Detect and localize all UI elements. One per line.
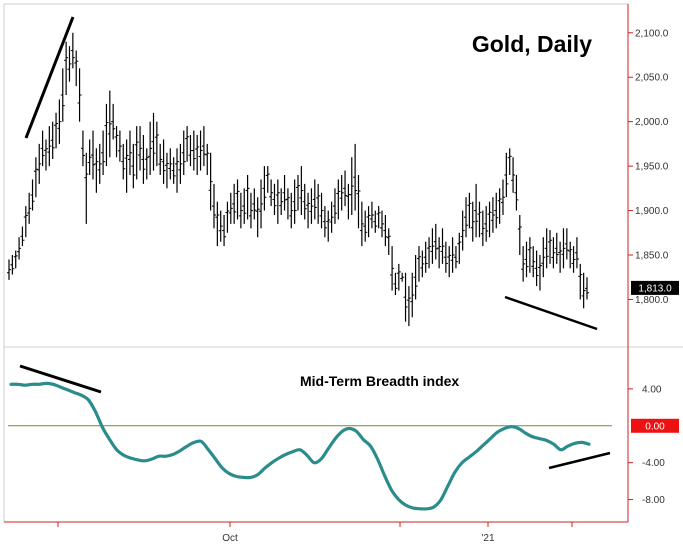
zero-badge-bg <box>631 418 679 433</box>
breadth-tick-label: -8.00 <box>642 495 665 506</box>
price-tick-label: 2,000.0 <box>635 117 669 128</box>
breadth-series-line <box>9 381 591 511</box>
x-tick-label-21: '21 <box>481 533 494 544</box>
price-tick-label: 2,100.0 <box>635 28 669 39</box>
price-tick-label: 1,800.0 <box>635 295 669 306</box>
trendline-breadth-lows <box>548 451 611 470</box>
breadth-tick-label: 4.00 <box>642 384 662 395</box>
trendline-rally-top <box>24 16 75 139</box>
last-price-label: 1,813.0 <box>638 283 672 294</box>
breadth-axis-ticks: -8.00 -4.00 4.00 <box>628 384 665 506</box>
x-tick-label-oct: Oct <box>222 533 238 544</box>
zero-badge: 0.00 <box>631 418 679 433</box>
price-tick-label: 1,900.0 <box>635 206 669 217</box>
price-tick-label: 1,850.0 <box>635 251 669 262</box>
price-tick-label: 2,050.0 <box>635 73 669 84</box>
price-chart-title: Gold, Daily <box>472 31 592 57</box>
price-tick-label: 1,950.0 <box>635 162 669 173</box>
price-bars <box>7 32 589 327</box>
zero-badge-label: 0.00 <box>645 421 665 432</box>
trendline-breadth-top <box>19 364 102 394</box>
breadth-tick-label: -4.00 <box>642 458 665 469</box>
price-axis-ticks: 1,800.0 1,850.0 1,900.0 1,950.0 2,000.0 2,050… <box>628 28 669 306</box>
trendline-price-lows <box>504 295 598 331</box>
breadth-chart-title: Mid-Term Breadth index <box>300 373 459 389</box>
last-price-badge: 1,813.0 <box>631 280 679 295</box>
last-price-badge-bg <box>631 280 679 295</box>
